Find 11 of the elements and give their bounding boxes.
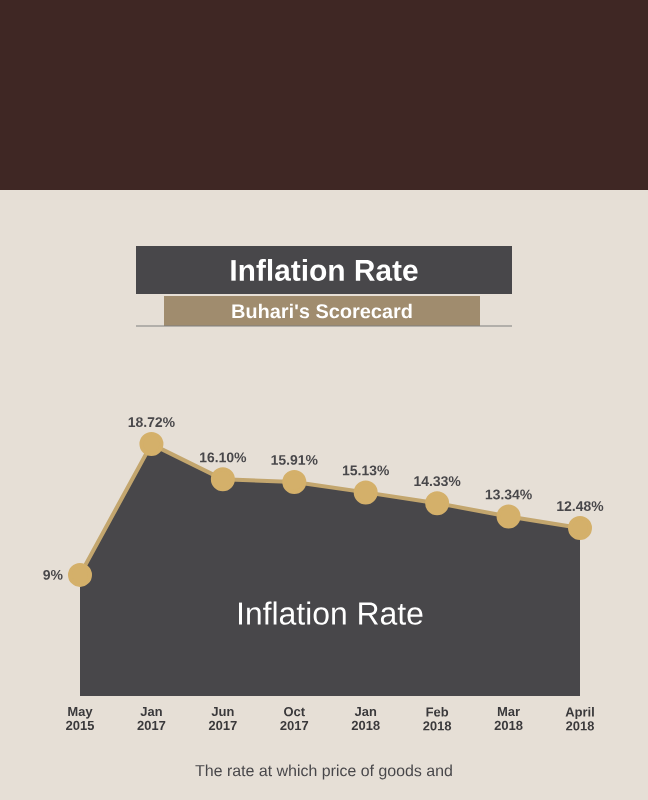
point — [425, 491, 450, 516]
point — [139, 432, 164, 457]
point — [68, 562, 92, 587]
chart-subtitle: Buhari's Scorecard — [232, 303, 412, 319]
point — [210, 467, 235, 492]
annotation: Inflation Rate — [239, 601, 423, 625]
chart-title: Inflation Rate — [231, 259, 418, 281]
point — [282, 469, 307, 494]
point — [353, 480, 378, 505]
point — [496, 504, 521, 529]
point — [568, 516, 592, 541]
